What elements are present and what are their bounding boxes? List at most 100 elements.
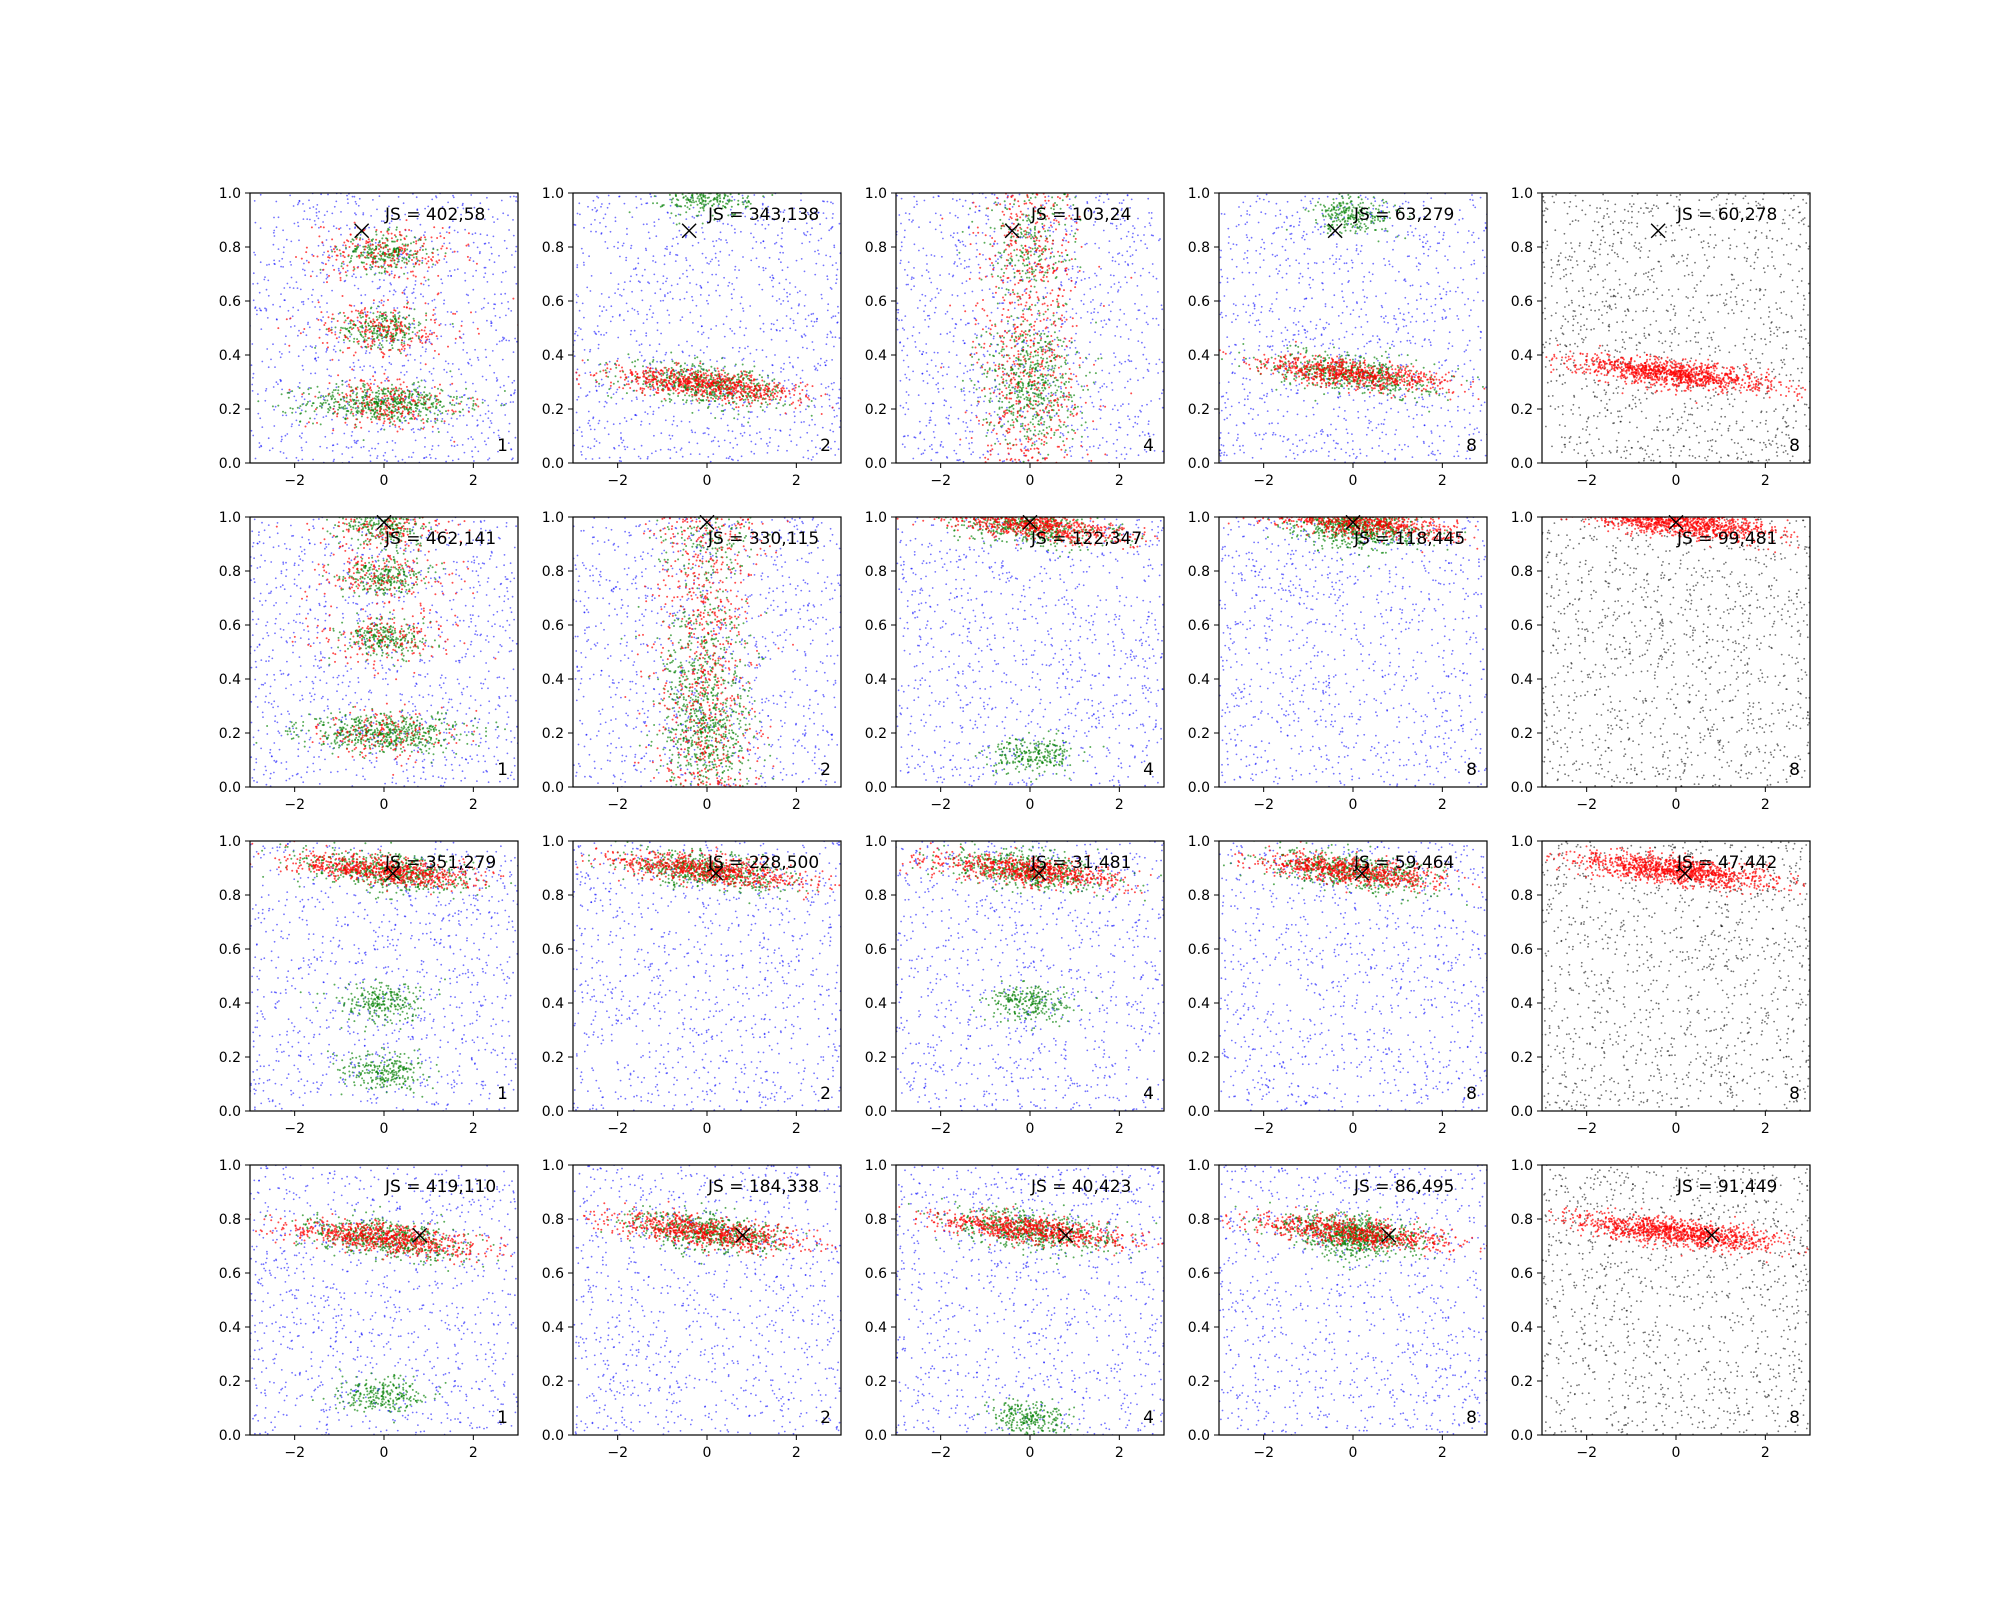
data-point xyxy=(432,308,435,311)
data-point xyxy=(688,188,690,190)
data-point xyxy=(808,424,811,427)
data-point xyxy=(355,203,358,205)
data-point xyxy=(718,445,720,448)
data-point xyxy=(652,410,655,413)
data-point xyxy=(717,188,719,190)
data-point xyxy=(726,378,729,381)
data-point xyxy=(651,372,654,375)
data-point xyxy=(316,204,319,206)
data-point xyxy=(685,198,688,201)
data-point xyxy=(468,245,470,247)
data-point xyxy=(396,254,399,257)
data-point xyxy=(786,291,788,294)
data-point xyxy=(427,406,430,409)
data-point xyxy=(431,259,433,262)
data-point xyxy=(493,371,496,374)
data-point xyxy=(388,248,391,251)
data-point xyxy=(386,413,389,416)
data-point xyxy=(289,261,292,263)
data-point xyxy=(354,200,357,203)
data-point xyxy=(641,299,644,302)
data-point xyxy=(341,391,344,394)
data-point xyxy=(803,270,806,273)
data-point xyxy=(647,456,649,458)
data-point xyxy=(390,232,393,235)
data-point xyxy=(471,233,474,236)
data-point xyxy=(285,318,288,321)
data-point xyxy=(397,317,400,320)
data-point xyxy=(403,374,406,376)
data-point xyxy=(711,214,714,217)
data-point xyxy=(351,195,354,198)
data-point xyxy=(349,322,352,325)
data-point xyxy=(391,383,393,386)
data-point xyxy=(801,389,804,391)
data-point xyxy=(580,451,582,453)
data-point xyxy=(747,398,750,401)
data-point xyxy=(387,325,390,327)
data-point xyxy=(378,253,381,256)
data-point xyxy=(720,190,722,192)
data-point xyxy=(771,379,774,382)
data-point xyxy=(607,194,610,197)
data-point xyxy=(692,376,695,378)
data-point xyxy=(766,406,768,409)
data-point xyxy=(360,309,363,312)
data-point xyxy=(635,380,638,383)
data-point xyxy=(595,333,598,336)
data-point xyxy=(487,208,490,211)
data-point xyxy=(387,326,390,329)
data-point xyxy=(465,244,468,247)
data-point xyxy=(434,407,437,410)
data-point xyxy=(585,458,587,460)
data-point xyxy=(350,333,353,336)
data-point xyxy=(472,404,475,407)
data-point xyxy=(750,440,753,443)
data-point xyxy=(804,318,807,321)
data-point xyxy=(623,281,626,283)
data-point xyxy=(511,381,514,384)
data-point xyxy=(368,331,371,334)
data-point xyxy=(399,399,401,402)
data-point xyxy=(370,406,373,409)
data-point xyxy=(482,306,485,309)
data-point xyxy=(670,399,673,401)
data-point xyxy=(401,243,404,246)
data-point xyxy=(740,296,743,299)
data-point xyxy=(449,401,452,404)
data-point xyxy=(433,319,436,322)
data-point xyxy=(331,444,334,447)
data-point xyxy=(621,244,624,247)
data-point xyxy=(278,351,281,353)
data-point xyxy=(447,455,450,458)
data-point xyxy=(334,333,337,336)
data-point xyxy=(377,389,380,392)
data-point xyxy=(734,231,736,234)
data-point xyxy=(373,413,376,416)
data-point xyxy=(722,204,725,207)
data-point xyxy=(419,223,422,226)
data-point xyxy=(603,306,605,308)
data-point xyxy=(363,340,366,343)
data-point xyxy=(764,267,767,270)
data-point xyxy=(629,333,632,336)
data-point xyxy=(383,279,385,282)
data-point xyxy=(608,456,611,459)
data-point xyxy=(406,248,409,251)
data-point xyxy=(359,387,362,390)
data-point xyxy=(803,333,806,336)
data-point xyxy=(497,450,499,453)
data-point xyxy=(365,398,368,401)
data-point xyxy=(336,254,339,257)
data-point xyxy=(451,409,454,412)
data-point xyxy=(779,396,782,399)
data-point xyxy=(679,449,682,451)
data-point xyxy=(441,205,444,208)
data-point xyxy=(628,211,631,214)
data-point xyxy=(699,201,702,204)
data-point xyxy=(723,439,726,442)
data-point xyxy=(674,194,677,197)
data-point xyxy=(403,349,406,352)
data-point xyxy=(794,286,797,288)
data-point xyxy=(672,237,674,240)
